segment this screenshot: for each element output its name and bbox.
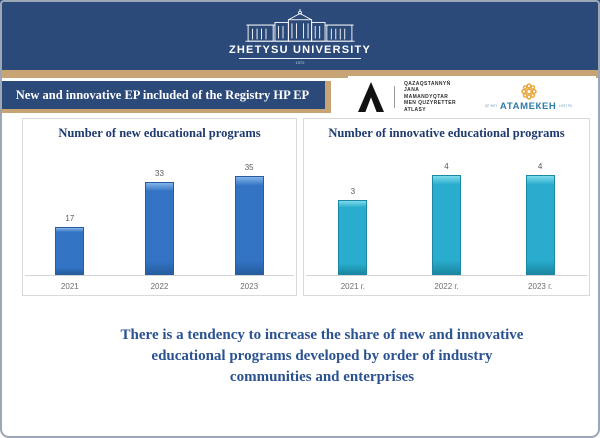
bar-group: 3 (338, 187, 368, 275)
bar-value-label: 4 (537, 162, 543, 171)
chart-innovative-programs: Number of innovative educational program… (303, 118, 590, 296)
atameken-wordmark: ҚР ҰКП АТАМЕКЕН НПП РК (482, 101, 575, 112)
bar-value-label: 4 (444, 162, 449, 171)
atlas-line: MEN QUZYRETTER (404, 100, 456, 107)
atameken-ornament-icon (520, 82, 537, 100)
chart-x-axis-labels: 2021 г. 2022 г. 2023 г. (306, 282, 587, 291)
atlas-line: MAMANDYQTAR (404, 93, 449, 100)
bar-group: 4 (525, 162, 555, 275)
bar-value-label: 33 (155, 169, 164, 178)
conclusion-line: There is a tendency to increase the shar… (120, 327, 524, 343)
slide-header: ZHETYSU UNIVERSITY 1972 (0, 0, 600, 70)
bar-group: 17 (55, 214, 85, 275)
slide-title-bar: New and innovative EP included of the Re… (0, 81, 331, 113)
university-logo-rule (239, 58, 361, 59)
x-axis-label: 2021 г. (340, 282, 365, 291)
bar (338, 200, 368, 275)
bar-group: 4 (431, 162, 461, 275)
x-axis-label: 2021 (60, 282, 79, 291)
atlas-line: JANA (404, 87, 420, 94)
atameken-small-left: ҚР ҰКП (485, 104, 497, 108)
gold-accent-band (0, 70, 600, 78)
bar (431, 175, 461, 275)
bar-group: 33 (144, 169, 174, 275)
atlas-line: QAZAQSTANNYŃ (404, 80, 451, 87)
atameken-name: АТАМЕКЕН (499, 100, 557, 112)
university-name: ZHETYSU UNIVERSITY (228, 44, 371, 56)
atlas-logo-text: QAZAQSTANNYŃ JANA MAMANDYQTAR MEN QUZYRE… (404, 81, 456, 113)
conclusion-line: educational programs developed by order … (151, 348, 493, 364)
conclusion-text: There is a tendency to increase the shar… (82, 325, 562, 388)
atlas-line: ATLASY (404, 106, 427, 113)
bar-group: 35 (234, 163, 264, 275)
university-founding-year: 1972 (295, 60, 305, 65)
atameken-logo: ҚР ҰКП АТАМЕКЕН НПП РК (482, 82, 575, 112)
university-building-logo (245, 9, 355, 42)
chart-title: Number of new educational programs (58, 126, 261, 140)
x-axis-label: 2022 г. (434, 282, 459, 291)
partner-logos: QAZAQSTANNYŃ JANA MAMANDYQTAR MEN QUZYRE… (348, 76, 596, 118)
chart-plot-area: 3 4 4 (306, 144, 587, 276)
atlas-a-icon (358, 82, 384, 112)
chart-new-programs: Number of new educational programs 17 33 3… (22, 118, 297, 296)
x-axis-label: 2023 (240, 282, 259, 291)
bar (234, 176, 264, 275)
bar (55, 227, 85, 275)
logo-divider (394, 86, 395, 108)
x-axis-label: 2023 г. (528, 282, 553, 291)
bar-value-label: 17 (65, 214, 75, 223)
slide-title: New and innovative EP included of the Re… (15, 87, 310, 102)
x-axis-label: 2022 (150, 282, 169, 291)
conclusion-line: communities and enterprises (229, 369, 415, 385)
chart-plot-area: 17 33 35 (25, 144, 294, 276)
atameken-small-right: НПП РК (559, 104, 573, 108)
chart-title: Number of innovative educational program… (328, 126, 565, 140)
bar-value-label: 35 (244, 163, 254, 172)
bar (144, 182, 174, 275)
bar (525, 175, 555, 275)
chart-x-axis-labels: 2021 2022 2023 (25, 282, 294, 291)
bar-value-label: 3 (350, 187, 356, 196)
